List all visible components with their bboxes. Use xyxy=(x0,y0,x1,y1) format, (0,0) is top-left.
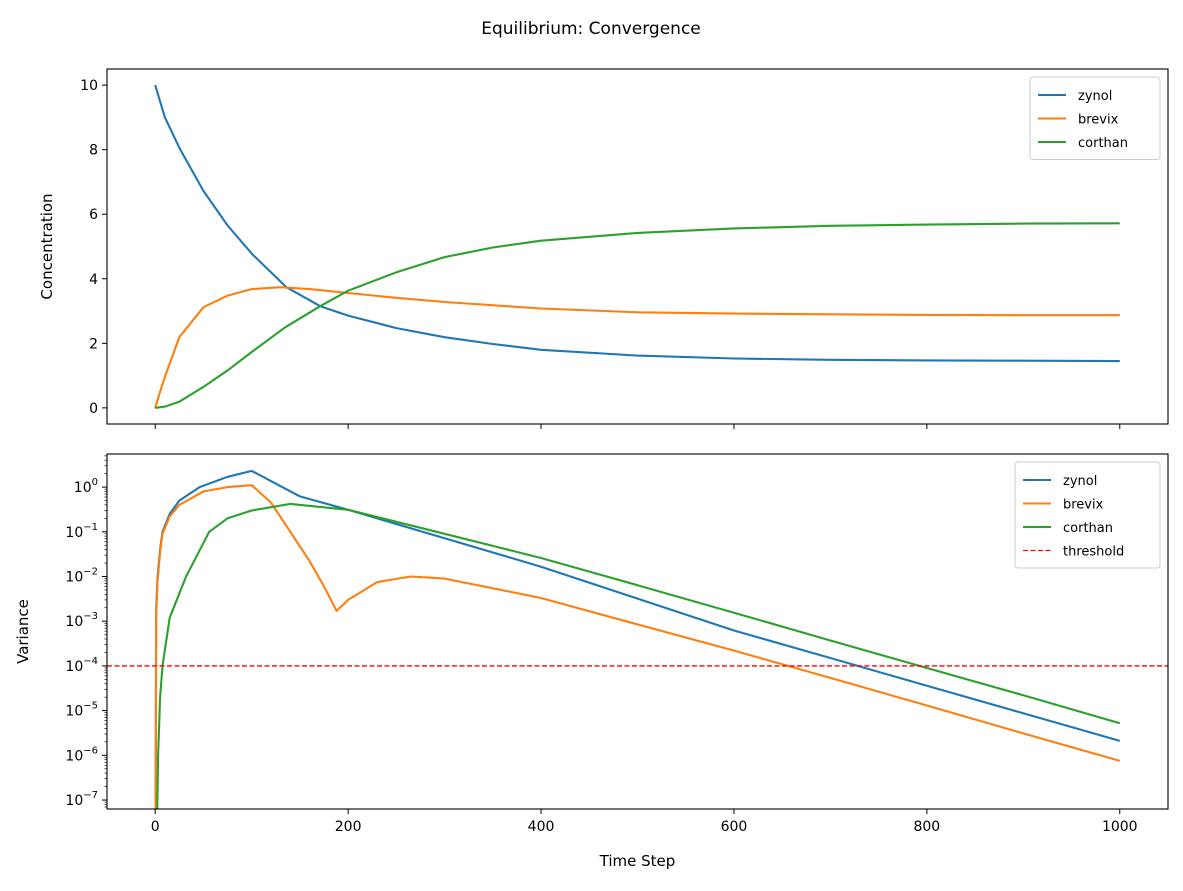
legend-item-corthan: corthan xyxy=(1038,136,1128,151)
concentration-axes: 0 2 4 6 8 10 Concentration zynol brevix corthan xyxy=(38,68,1169,429)
y-tick-label: 4 xyxy=(89,272,98,288)
legend-label: zynol xyxy=(1063,474,1097,489)
y-tick-base: 10 xyxy=(65,704,83,720)
legend: zynol brevix corthan threshold xyxy=(1014,461,1161,569)
y-tick-exponent: −3 xyxy=(83,611,98,622)
legend-label: brevix xyxy=(1063,498,1104,513)
plot-area xyxy=(107,469,1168,809)
x-tick-label: 800 xyxy=(913,819,940,835)
series-line-zynol xyxy=(154,469,1121,809)
series-line-zynol xyxy=(154,84,1120,363)
y-axis-label: Concentration xyxy=(38,193,56,299)
y-tick-exponent: −6 xyxy=(83,745,98,756)
y-tick-base: 10 xyxy=(65,793,83,809)
legend-item-brevix: brevix xyxy=(1038,113,1119,128)
x-tick-label: 200 xyxy=(335,819,362,835)
y-tick-exponent: −1 xyxy=(83,522,98,533)
series-line-brevix xyxy=(154,484,1121,809)
legend-item-brevix: brevix xyxy=(1023,498,1104,513)
legend-label: zynol xyxy=(1078,89,1112,104)
x-tick-label: 600 xyxy=(721,819,748,835)
legend-label: brevix xyxy=(1078,113,1119,128)
x-tick-label: 0 xyxy=(151,819,160,835)
x-tick-label: 1000 xyxy=(1102,819,1138,835)
x-axis-label: Time Step xyxy=(599,852,676,870)
y-tick-base: 10 xyxy=(65,570,83,586)
series-line-corthan xyxy=(155,222,1120,409)
legend-label: corthan xyxy=(1063,521,1113,536)
legend-frame xyxy=(1014,461,1161,569)
y-tick-base: 10 xyxy=(65,748,83,764)
series-line-brevix xyxy=(154,286,1120,409)
y-tick-exponent: 0 xyxy=(92,477,98,488)
legend: zynol brevix corthan xyxy=(1029,76,1161,160)
variance-axes: 0 200 400 600 800 100010010−110−210−310−410−5… xyxy=(14,453,1169,870)
legend-item-zynol: zynol xyxy=(1023,474,1097,489)
legend-label: corthan xyxy=(1078,136,1128,151)
legend-item-corthan: corthan xyxy=(1023,521,1113,536)
y-tick-exponent: −2 xyxy=(83,567,98,578)
axes-frame xyxy=(106,453,1169,810)
legend-frame xyxy=(1029,76,1161,160)
legend-label: threshold xyxy=(1063,545,1124,560)
series-line-corthan xyxy=(156,502,1121,809)
y-tick-label: 2 xyxy=(89,336,98,352)
y-tick-label: 10−5 xyxy=(65,701,98,720)
y-tick-label: 10−3 xyxy=(65,611,98,630)
y-tick-base: 10 xyxy=(65,659,83,675)
y-tick-label: 10 xyxy=(80,78,98,94)
y-axis-label: Variance xyxy=(14,599,32,664)
y-tick-exponent: −7 xyxy=(83,790,98,801)
x-tick-label: 400 xyxy=(528,819,555,835)
y-tick-base: 10 xyxy=(65,614,83,630)
y-tick-label: 10−1 xyxy=(65,522,98,541)
y-tick-label: 8 xyxy=(89,143,98,159)
axes-frame xyxy=(106,68,1169,425)
y-tick-base: 10 xyxy=(74,480,92,496)
y-tick-label: 10−4 xyxy=(65,656,98,675)
legend-item-threshold: threshold xyxy=(1023,545,1124,560)
y-tick-label: 10−6 xyxy=(65,745,98,764)
y-tick-exponent: −5 xyxy=(83,701,98,712)
y-tick-label: 0 xyxy=(89,401,98,417)
y-tick-label: 6 xyxy=(89,207,98,223)
y-tick-label: 100 xyxy=(74,477,98,496)
y-tick-label: 10−2 xyxy=(65,567,98,586)
plot-area xyxy=(154,84,1120,409)
y-tick-exponent: −4 xyxy=(83,656,98,667)
y-tick-label: 10−7 xyxy=(65,790,98,809)
y-tick-base: 10 xyxy=(65,525,83,541)
figure-title: Equilibrium: Convergence xyxy=(481,19,701,39)
legend-item-zynol: zynol xyxy=(1038,89,1112,104)
